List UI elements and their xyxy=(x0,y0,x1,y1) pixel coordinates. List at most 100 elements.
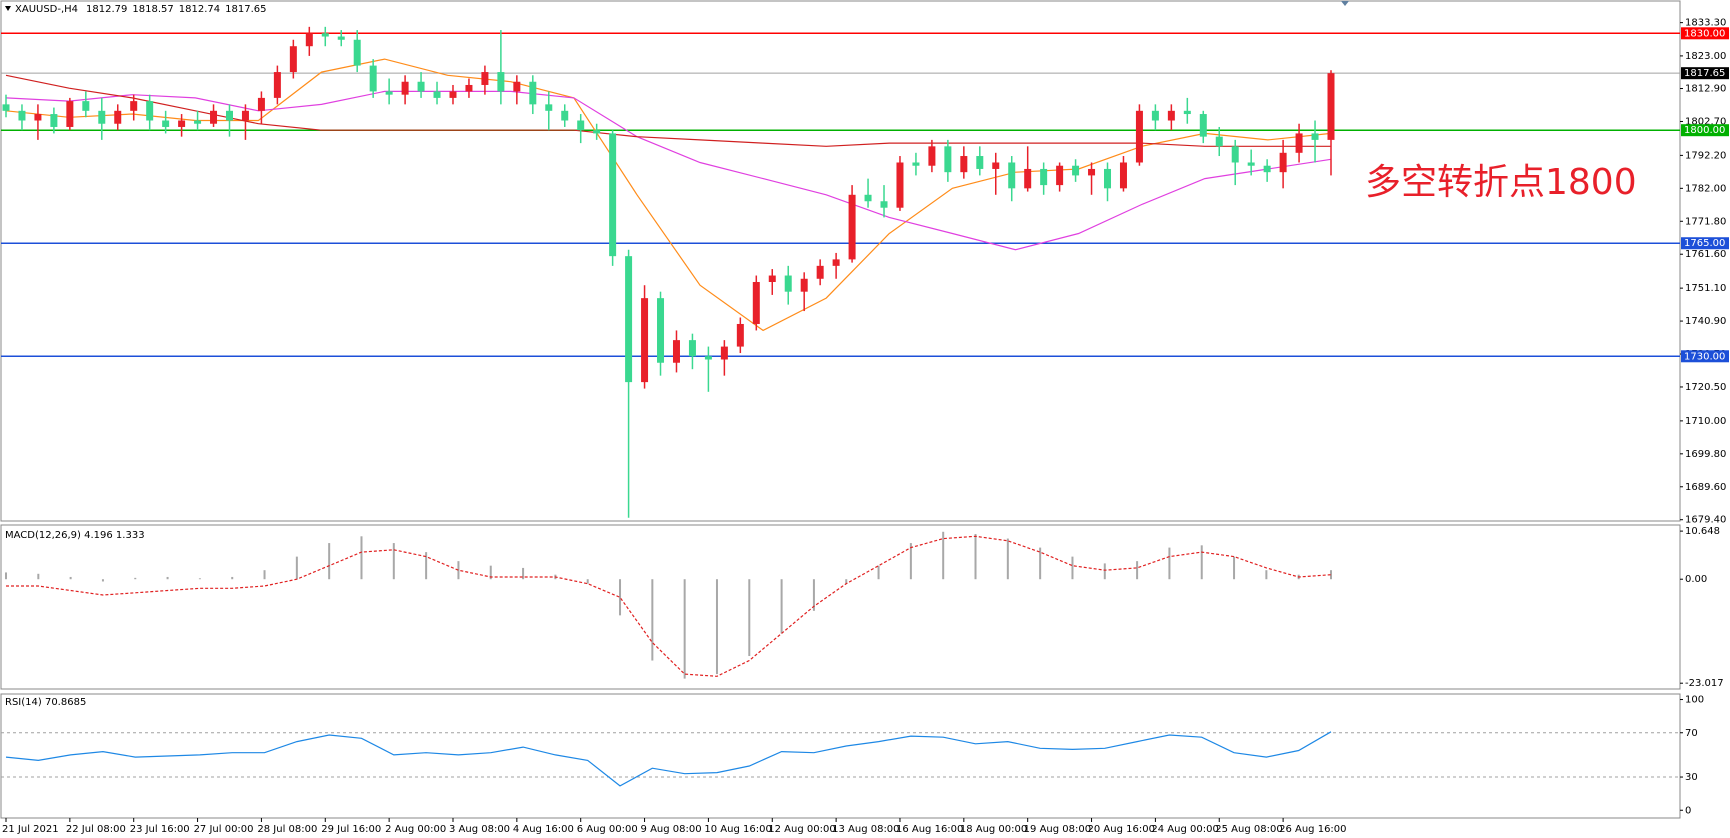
macd-bar xyxy=(683,579,686,679)
symbol: XAUUSD-,H4 xyxy=(15,4,78,15)
macd-bar xyxy=(1039,547,1042,580)
macd-bar xyxy=(1265,570,1268,580)
level-label: 1765.00 xyxy=(1684,238,1725,249)
x-tick-label: 19 Aug 08:00 xyxy=(1024,824,1091,835)
y-tick-label: 1689.60 xyxy=(1685,482,1726,493)
macd-signal xyxy=(6,535,1332,677)
y-tick-label: 1679.40 xyxy=(1685,515,1726,526)
x-tick-label: 26 Aug 16:00 xyxy=(1279,824,1346,835)
rsi-line xyxy=(5,731,1332,787)
macd-bar xyxy=(1006,538,1009,580)
macd-bar xyxy=(360,536,363,580)
candle-body xyxy=(257,97,265,111)
y-tick-label: 0 xyxy=(1685,805,1691,816)
candle-body xyxy=(18,110,26,121)
macd-bar xyxy=(812,579,815,611)
y-tick-label: 1699.80 xyxy=(1685,449,1726,460)
macd-bar xyxy=(425,552,428,580)
y-tick-label: 1771.80 xyxy=(1685,216,1726,227)
candle-body xyxy=(625,256,633,383)
candle-body xyxy=(752,281,760,324)
header-low: 1812.74 xyxy=(179,4,220,15)
candle-body xyxy=(497,72,505,92)
candle-body xyxy=(609,133,617,257)
macd-bar xyxy=(715,579,718,675)
x-tick-label: 9 Aug 08:00 xyxy=(641,824,702,835)
candle-body xyxy=(513,81,521,92)
rsi-title: RSI(14) 70.8685 xyxy=(5,697,86,708)
candle-body xyxy=(800,278,808,292)
candle-body xyxy=(896,162,904,208)
candle-body xyxy=(960,156,968,173)
candle-body xyxy=(194,120,202,124)
x-tick-label: 28 Jul 08:00 xyxy=(257,824,317,835)
y-tick-label: 0.00 xyxy=(1685,574,1707,585)
candle-body xyxy=(928,146,936,166)
macd-bar xyxy=(489,565,492,580)
candle-body xyxy=(1008,162,1016,189)
y-tick-label: 1710.00 xyxy=(1685,416,1726,427)
macd-panel xyxy=(0,524,1681,690)
y-tick-label: 1720.50 xyxy=(1685,382,1726,393)
candle-body xyxy=(1104,168,1112,189)
candle-body xyxy=(210,110,218,124)
menu-arrow xyxy=(5,6,11,11)
macd-bar xyxy=(619,579,622,616)
candle-body xyxy=(704,356,712,360)
candle-body xyxy=(672,340,680,363)
header-high: 1818.57 xyxy=(132,4,173,15)
y-tick-label: 1802.70 xyxy=(1685,116,1726,127)
last-price-label: 1817.65 xyxy=(1684,68,1725,79)
candle-body xyxy=(992,162,1000,169)
rsi-panel xyxy=(0,693,1681,819)
macd-bar xyxy=(1136,561,1139,580)
macd-bar xyxy=(909,543,912,580)
candle-body xyxy=(1183,110,1191,115)
candle-body xyxy=(1215,136,1223,147)
candle-body xyxy=(401,81,409,95)
macd-bar xyxy=(845,579,848,584)
candle-body xyxy=(1279,152,1287,173)
x-tick-label: 12 Aug 00:00 xyxy=(768,824,835,835)
candle-body xyxy=(832,259,840,266)
y-tick-label: 100 xyxy=(1685,695,1704,706)
candle-body xyxy=(225,110,233,121)
x-tick-label: 24 Aug 00:00 xyxy=(1151,824,1218,835)
candle-body xyxy=(433,91,441,98)
header-open: 1812.79 xyxy=(86,4,127,15)
candle-body xyxy=(1167,110,1175,121)
candle-body xyxy=(816,265,824,279)
candle-body xyxy=(784,275,792,292)
candle-body xyxy=(34,114,42,121)
candle-body xyxy=(657,298,665,363)
moving-average xyxy=(5,90,1332,251)
x-tick-label: 25 Aug 08:00 xyxy=(1215,824,1282,835)
candle-body xyxy=(864,194,872,202)
macd-bar xyxy=(1103,563,1106,580)
candle-body xyxy=(273,72,281,98)
main-panel xyxy=(0,0,1681,522)
candle-body xyxy=(1135,110,1143,163)
candle-body xyxy=(289,46,297,73)
y-tick-label: 1751.10 xyxy=(1685,283,1726,294)
candle-body xyxy=(880,201,888,208)
candle-body xyxy=(241,110,249,121)
chart-header: XAUUSD-,H4 1812.79 1818.57 1812.74 1817.65 xyxy=(15,4,266,15)
x-tick-label: 6 Aug 00:00 xyxy=(577,824,638,835)
y-tick-label: 1823.00 xyxy=(1685,51,1726,62)
candle-body xyxy=(577,120,585,131)
x-tick-label: 22 Jul 08:00 xyxy=(66,824,126,835)
macd-title: MACD(12,26,9) 4.196 1.333 xyxy=(5,530,145,541)
y-tick-label: 1792.20 xyxy=(1685,150,1726,161)
x-tick-label: 13 Aug 08:00 xyxy=(832,824,899,835)
y-tick-label: 1740.90 xyxy=(1685,316,1726,327)
x-tick-label: 21 Jul 2021 xyxy=(2,824,59,835)
y-tick-label: 30 xyxy=(1685,772,1698,783)
candle-body xyxy=(848,194,856,260)
macd-bar xyxy=(1233,556,1236,580)
macd-bar xyxy=(198,578,201,580)
candle-body xyxy=(1295,133,1303,153)
candle-body xyxy=(305,33,313,47)
candle-body xyxy=(417,81,425,92)
